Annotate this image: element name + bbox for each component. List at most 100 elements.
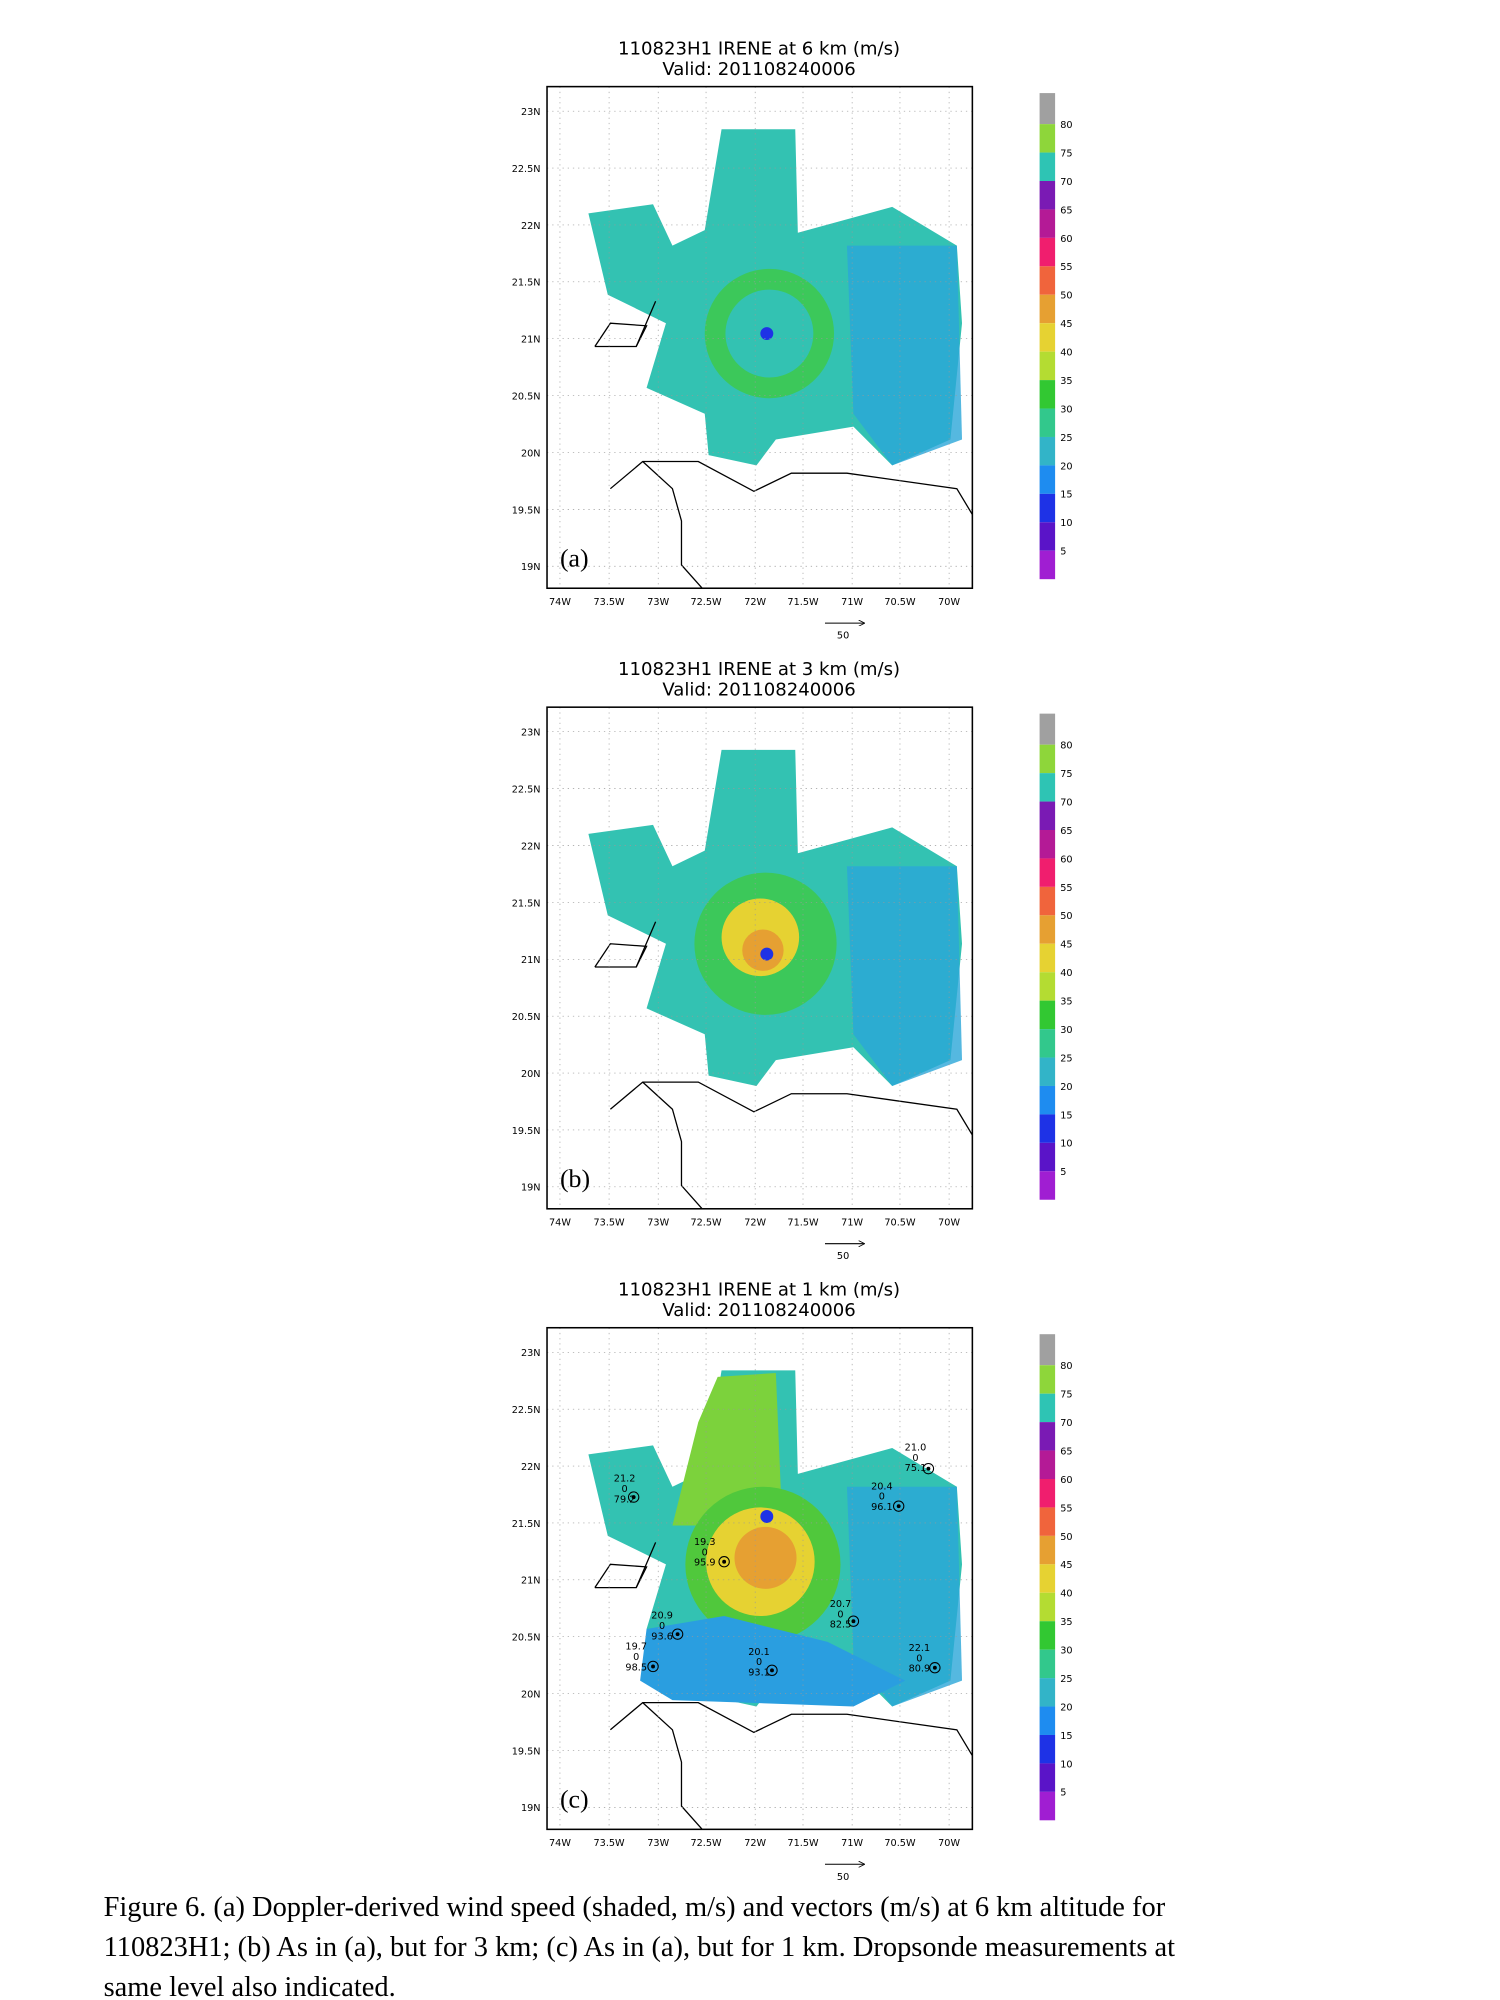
colorbar-label: 80 — [1060, 1361, 1072, 1372]
colorbar-label: 70 — [1060, 1418, 1072, 1429]
dropsonde-label: 95.9 — [694, 1558, 716, 1569]
coastline — [635, 300, 657, 347]
lon-label: 73W — [647, 1838, 669, 1849]
colorbar-label: 60 — [1060, 854, 1072, 865]
colorbar-label: 40 — [1060, 968, 1072, 979]
lat-label: 19N — [521, 562, 541, 573]
vector-scale-label: 50 — [837, 1251, 849, 1262]
colorbar-label: 65 — [1060, 1446, 1072, 1457]
lon-label: 73.5W — [594, 1838, 626, 1849]
colorbar-band — [1039, 1057, 1056, 1086]
colorbar-band — [1039, 886, 1056, 916]
colorbar-label: 20 — [1060, 461, 1072, 472]
colorbar-band — [1039, 1678, 1056, 1707]
colorbar-label: 60 — [1060, 234, 1072, 245]
colorbar-band — [1039, 1564, 1056, 1593]
colorbar-label: 5 — [1060, 1167, 1066, 1178]
wind-core — [734, 1526, 797, 1589]
colorbar-label: 10 — [1060, 518, 1072, 529]
storm-eye — [760, 327, 774, 341]
dropsonde-label: 20.7 — [830, 1599, 852, 1610]
colorbar-band — [1039, 380, 1056, 409]
colorbar-band — [1039, 93, 1056, 125]
coastline — [609, 1702, 973, 1756]
colorbar-band — [1039, 972, 1056, 1001]
lat-label: 23N — [521, 107, 541, 118]
panel-label: (a) — [560, 543, 589, 572]
panel-title: 110823H1 IRENE at 6 km (m/s) — [618, 38, 900, 59]
dropsonde-label: 93.6 — [651, 1631, 673, 1642]
panel: 110823H1 IRENE at 3 km (m/s)Valid: 20110… — [512, 659, 1073, 1262]
dropsonde-marker — [675, 1632, 680, 1637]
lon-label: 72.5W — [690, 597, 722, 608]
dropsonde-marker — [651, 1664, 655, 1669]
lon-label: 70.5W — [884, 597, 916, 608]
colorbar-label: 80 — [1060, 120, 1072, 131]
colorbar-band — [1039, 493, 1056, 523]
lat-label: 21N — [521, 1576, 541, 1587]
lon-label: 73W — [647, 1218, 669, 1229]
colorbar-band — [1039, 1422, 1056, 1451]
dropsonde-label: 98.5 — [625, 1662, 647, 1673]
dropsonde-marker — [922, 1462, 935, 1475]
colorbar-band — [1039, 522, 1056, 551]
lon-label: 74W — [549, 1218, 571, 1229]
colorbar-band — [1039, 1393, 1056, 1423]
panel-valid: Valid: 201108240006 — [662, 59, 855, 80]
colorbar-label: 50 — [1060, 291, 1072, 302]
lat-label: 20.5N — [512, 391, 541, 402]
dropsonde-label: 0 — [916, 1653, 922, 1664]
dropsonde-marker — [671, 1628, 684, 1640]
colorbar-band — [1039, 465, 1056, 494]
colorbar-band — [1039, 773, 1056, 802]
colorbar-band — [1039, 1592, 1056, 1622]
colorbar-band — [1039, 1734, 1056, 1764]
colorbar-label: 70 — [1060, 177, 1072, 188]
lat-label: 22.5N — [512, 164, 541, 175]
colorbar-label: 55 — [1060, 262, 1072, 273]
panel-title: 110823H1 IRENE at 3 km (m/s) — [618, 659, 900, 680]
dropsonde-label: 21.2 — [614, 1474, 636, 1485]
dropsonde-label: 79.2 — [614, 1494, 636, 1505]
coastline — [642, 1702, 703, 1830]
storm-eye — [760, 1510, 774, 1523]
colorbar-label: 30 — [1060, 1646, 1072, 1657]
lat-label: 23N — [521, 1348, 541, 1359]
colorbar-label: 30 — [1060, 404, 1072, 415]
caption-line: 110823H1; (b) As in (a), but for 3 km; (… — [104, 1932, 1176, 1963]
lon-label: 71W — [841, 1838, 863, 1849]
colorbar-band — [1039, 1085, 1056, 1115]
coastline — [642, 1081, 703, 1210]
panel-label: (c) — [560, 1784, 589, 1813]
dropsonde-label: 0 — [756, 1657, 762, 1668]
dropsonde-label: 75.1 — [905, 1463, 927, 1474]
colorbar-band — [1039, 858, 1056, 887]
lon-label: 71.5W — [787, 597, 819, 608]
colorbar-label: 45 — [1060, 940, 1072, 951]
colorbar-label: 35 — [1060, 1617, 1072, 1628]
dropsonde-marker — [722, 1559, 727, 1564]
colorbar-band — [1039, 1114, 1056, 1143]
lon-label: 70W — [938, 597, 960, 608]
colorbar-label: 15 — [1060, 1110, 1072, 1121]
lon-label: 70W — [938, 1838, 960, 1849]
wind-shading — [846, 245, 963, 466]
dropsonde-marker — [929, 1662, 941, 1674]
colorbar-label: 45 — [1060, 319, 1072, 330]
dropsonde-label: 0 — [912, 1453, 918, 1464]
colorbar-band — [1039, 152, 1056, 181]
wind-shading — [846, 866, 963, 1086]
lat-label: 19.5N — [512, 1746, 541, 1757]
panel-valid: Valid: 201108240006 — [662, 680, 855, 701]
colorbar-band — [1039, 351, 1056, 381]
dropsonde-label: 0 — [633, 1652, 639, 1663]
lat-label: 21.5N — [512, 1519, 541, 1530]
dropsonde-label: 0 — [659, 1621, 665, 1632]
lat-label: 19N — [521, 1803, 541, 1814]
vector-scale-label: 50 — [837, 631, 849, 642]
coastline — [594, 943, 648, 968]
colorbar-band — [1039, 1000, 1056, 1030]
colorbar-label: 15 — [1060, 490, 1072, 501]
lon-label: 74W — [549, 597, 571, 608]
vector-scale-label: 50 — [837, 1872, 849, 1883]
